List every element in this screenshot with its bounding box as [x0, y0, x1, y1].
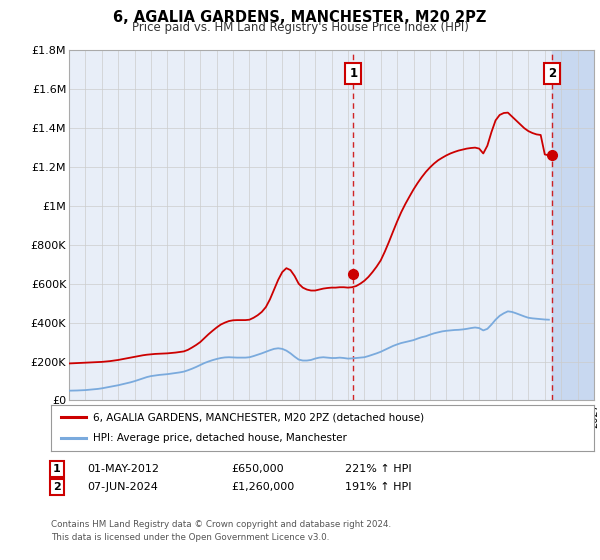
Text: 6, AGALIA GARDENS, MANCHESTER, M20 2PZ (detached house): 6, AGALIA GARDENS, MANCHESTER, M20 2PZ (…: [94, 412, 424, 422]
Text: 221% ↑ HPI: 221% ↑ HPI: [345, 464, 412, 474]
Text: £1,260,000: £1,260,000: [231, 482, 294, 492]
Text: 2: 2: [548, 67, 556, 80]
Text: 1: 1: [53, 464, 61, 474]
Text: Price paid vs. HM Land Registry's House Price Index (HPI): Price paid vs. HM Land Registry's House …: [131, 21, 469, 34]
Bar: [552, 50, 594, 400]
Text: 2: 2: [53, 482, 61, 492]
Text: 01-MAY-2012: 01-MAY-2012: [87, 464, 159, 474]
Text: Contains HM Land Registry data © Crown copyright and database right 2024.: Contains HM Land Registry data © Crown c…: [51, 520, 391, 529]
Text: This data is licensed under the Open Government Licence v3.0.: This data is licensed under the Open Gov…: [51, 533, 329, 542]
Text: 6, AGALIA GARDENS, MANCHESTER, M20 2PZ: 6, AGALIA GARDENS, MANCHESTER, M20 2PZ: [113, 10, 487, 25]
Text: £650,000: £650,000: [231, 464, 284, 474]
Text: 191% ↑ HPI: 191% ↑ HPI: [345, 482, 412, 492]
Text: 1: 1: [349, 67, 358, 80]
Text: HPI: Average price, detached house, Manchester: HPI: Average price, detached house, Manc…: [94, 433, 347, 444]
Text: 07-JUN-2024: 07-JUN-2024: [87, 482, 158, 492]
